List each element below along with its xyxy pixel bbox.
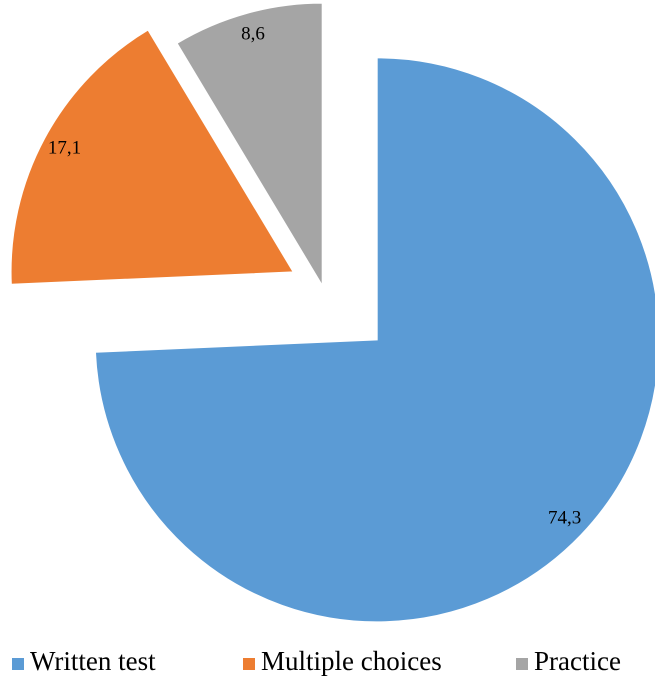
legend-swatch [12, 658, 24, 670]
pie-slice [10, 29, 294, 285]
pie-slice [94, 57, 655, 623]
legend-label: Practice [534, 646, 621, 676]
legend-label: Multiple choices [261, 646, 442, 676]
data-label: 17,1 [48, 137, 81, 158]
legend-swatch [243, 658, 255, 670]
pie-slice [176, 2, 323, 287]
data-label: 74,3 [548, 508, 581, 529]
legend-swatch [516, 658, 528, 670]
data-label: 8,6 [241, 23, 265, 44]
legend-label: Written test [30, 646, 156, 676]
